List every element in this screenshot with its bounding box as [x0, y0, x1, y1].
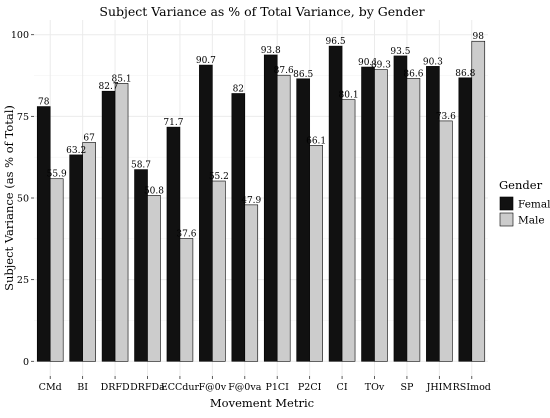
value-labels-layer: 78 63.2 82.7 58.7 71.7 90.7 82 93.8 86.5 96.5 90.1… [38, 32, 484, 239]
chart-title: Subject Variance as % of Total Variance,… [99, 4, 424, 19]
bar-male-ci [341, 99, 356, 362]
bar-female-tov [361, 66, 375, 362]
bar-value-label: 90.1 [358, 58, 378, 68]
x-tick-label: ECCdur [161, 382, 200, 393]
bar-female-cmd [36, 106, 51, 362]
bar-value-label: 93.8 [261, 46, 281, 56]
legend-swatch-male [499, 212, 514, 227]
y-tick-label: 25 [17, 275, 29, 286]
y-tick-label: 0 [23, 357, 29, 368]
bar-female-bi [69, 154, 83, 362]
x-tick-label: SP [400, 382, 414, 393]
bar-female-f0v [199, 64, 213, 362]
bars-layer [36, 40, 486, 362]
bar-value-label: 90.3 [423, 57, 443, 67]
bar-male-tov [374, 69, 388, 362]
bar-female-p2ci [296, 78, 310, 362]
bar-male-jhim [439, 120, 453, 362]
bar-value-label: 71.7 [163, 118, 183, 128]
legend: Gender Female Male [499, 178, 550, 227]
bar-male-bi [82, 142, 96, 362]
bar-value-label: 90.7 [196, 56, 216, 66]
x-tick-label: JHIM [426, 382, 453, 393]
bar-female-drfd [101, 90, 116, 362]
bar-value-label: 87.6 [274, 66, 294, 76]
bar-value-label: 89.3 [371, 61, 391, 71]
bar-value-label: 93.5 [390, 47, 410, 57]
bar-female-f0va [231, 93, 246, 362]
x-tick-label: P2CI [298, 382, 322, 393]
bar-male-cmd [49, 178, 64, 362]
legend-items: Female Male [499, 196, 550, 227]
bar-male-eccdur [179, 238, 194, 362]
bar-male-drfd [114, 83, 129, 362]
x-tick-label: DRFD [101, 382, 130, 393]
legend-title: Gender [499, 178, 543, 192]
x-tick-label: RSImod [453, 382, 491, 393]
y-tick-label: 100 [11, 30, 29, 41]
bar-value-label: 86.5 [293, 70, 313, 80]
bar-value-label: 98 [473, 32, 485, 42]
bar-value-label: 63.2 [66, 146, 86, 156]
bar-female-p1ci [263, 54, 278, 362]
bar-male-rsimod [471, 40, 486, 362]
bar-female-eccdur [166, 126, 181, 362]
bar-female-rsimod [458, 77, 473, 362]
y-axis-title: Subject Variance (as % of Total) [2, 105, 16, 291]
bar-male-drfda [147, 195, 161, 362]
bar-value-label: 67 [83, 133, 95, 143]
x-tick-label: BI [77, 382, 88, 393]
bar-value-label: 80.1 [339, 91, 359, 101]
x-tick-label: CI [337, 382, 348, 393]
bar-value-label: 86.8 [455, 69, 475, 79]
x-tick-label: CMd [39, 382, 62, 393]
bar-value-label: 82.7 [99, 82, 119, 92]
bar-male-sp [406, 78, 421, 362]
bar-male-p1ci [276, 74, 291, 362]
bar-value-label: 96.5 [326, 37, 346, 47]
bar-female-sp [393, 55, 408, 362]
legend-swatch-female [499, 196, 514, 211]
bar-male-f0v [212, 180, 226, 362]
x-tick-label: F@0va [228, 382, 262, 393]
bar-male-p2ci [309, 145, 323, 362]
legend-label-female: Female [518, 199, 550, 211]
bar-female-jhim [426, 66, 440, 362]
bar-value-label: 55.9 [47, 170, 67, 180]
bar-value-label: 82 [233, 84, 244, 94]
bar-male-f0va [244, 204, 259, 362]
x-tick-label: TOv [365, 382, 385, 393]
y-axis: 0 25 50 75 100 [11, 30, 34, 368]
bar-value-label: 50.8 [144, 186, 164, 196]
y-tick-label: 75 [17, 112, 29, 123]
bar-value-label: 66.1 [306, 136, 326, 146]
x-axis-title: Movement Metric [210, 396, 314, 410]
x-tick-label: DRFDa [130, 382, 165, 393]
bar-value-label: 37.6 [176, 229, 196, 239]
bar-value-label: 78 [38, 98, 50, 108]
legend-label-male: Male [518, 215, 545, 227]
bar-value-label: 58.7 [131, 161, 151, 171]
y-tick-label: 50 [17, 194, 29, 205]
bar-value-label: 73.6 [436, 112, 456, 122]
bar-female-drfda [134, 169, 148, 362]
bar-value-label: 85.1 [112, 74, 132, 84]
bar-value-label: 47.9 [241, 196, 261, 206]
x-tick-label: F@0v [199, 382, 227, 393]
x-tick-label: P1CI [265, 382, 289, 393]
bar-value-label: 86.6 [403, 69, 423, 79]
bar-value-label: 55.2 [209, 172, 229, 182]
